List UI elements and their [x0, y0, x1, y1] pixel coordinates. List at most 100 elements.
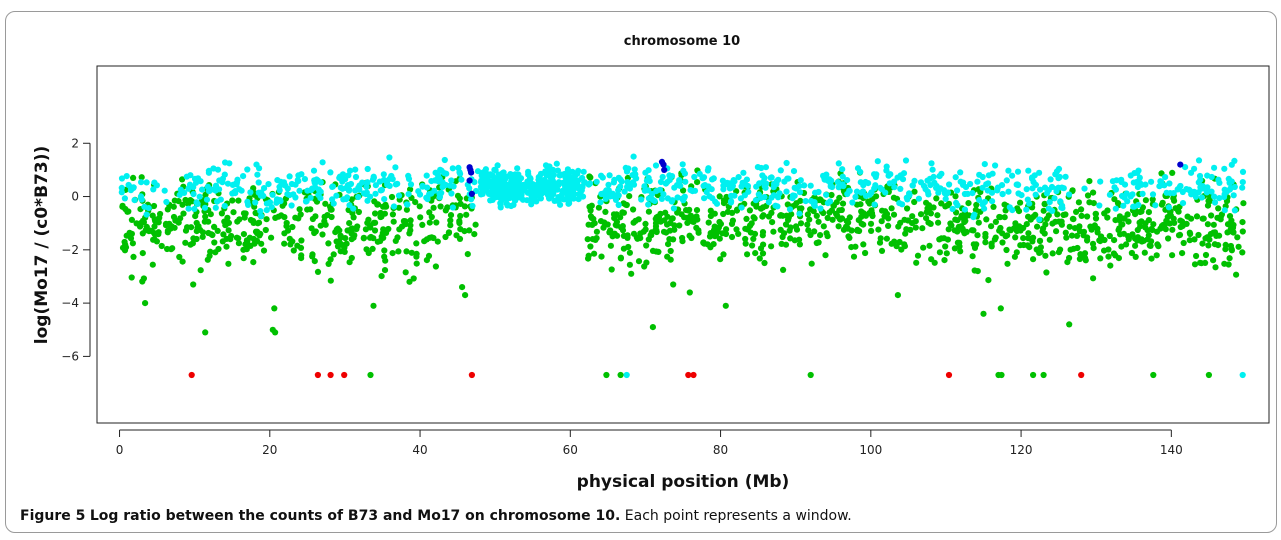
cyan-point [1139, 190, 1146, 197]
cyan-point [1096, 202, 1103, 209]
green-point [395, 248, 402, 255]
cyan-point [118, 175, 126, 182]
green-point [1144, 227, 1151, 234]
cyan-point [682, 178, 689, 185]
green-point [311, 258, 318, 265]
green-point [612, 231, 619, 238]
green-point [402, 269, 409, 276]
green-point [999, 239, 1006, 246]
cyan-point [163, 198, 170, 206]
green-point [970, 241, 977, 248]
green-point [1186, 237, 1193, 244]
cyan-point [866, 191, 873, 198]
cyan-point [917, 179, 925, 186]
cyan-point [263, 207, 270, 214]
green-point [890, 194, 898, 201]
green-point [833, 199, 840, 206]
green-point [858, 220, 865, 227]
cyan-point [489, 172, 496, 179]
cyan-point [127, 187, 134, 194]
green-point [426, 219, 433, 226]
x-tick-label: 80 [713, 443, 728, 457]
cyan-point [118, 184, 125, 191]
x-tick-label: 100 [859, 443, 882, 457]
green-point [1221, 260, 1228, 267]
green-point [720, 210, 727, 218]
green-point [308, 225, 315, 232]
green-point [1142, 197, 1149, 204]
green-point [121, 238, 128, 246]
cyan-point [386, 154, 393, 161]
cyan-point [1183, 186, 1190, 193]
cyan-point [1191, 165, 1198, 172]
green-point [1145, 232, 1152, 239]
cyan-point [808, 198, 815, 205]
cyan-point [1188, 191, 1195, 198]
green-point [843, 218, 850, 225]
cyan-point [482, 166, 489, 173]
green-point [228, 232, 235, 240]
cyan-point [658, 195, 666, 202]
green-point [381, 267, 389, 274]
cyan-point [981, 205, 988, 212]
green-point [1078, 212, 1085, 219]
green-point [1230, 229, 1237, 236]
cyan-point [783, 159, 790, 167]
cyan-point [1005, 167, 1012, 174]
cyan-point [1231, 207, 1238, 214]
cyan-point [894, 174, 901, 181]
cyan-point [615, 201, 622, 209]
cyan-point [266, 199, 274, 206]
green-point [130, 253, 137, 260]
green-point [1025, 230, 1032, 237]
green-point [240, 255, 247, 262]
cyan-point [1045, 205, 1052, 212]
green-point [370, 302, 377, 309]
cyan-point [652, 162, 660, 169]
green-point [700, 239, 707, 246]
cyan-point [1112, 186, 1119, 193]
green-point [1240, 200, 1247, 207]
green-point [281, 214, 288, 221]
green-point [896, 238, 903, 246]
green-point [1142, 220, 1149, 227]
green-point [1003, 246, 1010, 254]
green-point [975, 219, 982, 226]
cyan-point [428, 178, 435, 185]
green-point [882, 208, 889, 215]
cyan-point [967, 180, 974, 188]
green-point [171, 197, 178, 204]
green-point [307, 206, 314, 213]
cyan-point [352, 187, 359, 194]
green-point [319, 231, 326, 238]
cyan-point [1023, 206, 1030, 213]
cyan-point [877, 184, 884, 191]
green-point [212, 249, 219, 256]
cyan-point [288, 180, 295, 188]
green-point [322, 200, 329, 207]
green-point [591, 250, 598, 257]
green-point [260, 247, 268, 254]
green-point [463, 211, 470, 218]
cyan-point [493, 182, 500, 189]
cyan-point [617, 183, 624, 190]
green-point [607, 242, 615, 249]
cyan-point [528, 185, 535, 192]
cyan-point [372, 190, 379, 197]
cyan-point [1112, 205, 1119, 212]
cyan-point [756, 180, 763, 187]
green-point [587, 174, 594, 181]
cyan-point [560, 196, 567, 203]
cyan-point [1231, 183, 1238, 191]
cyan-point [631, 166, 638, 173]
green-point [140, 275, 147, 282]
cyan-point [709, 195, 716, 202]
green-point [197, 267, 204, 274]
cyan-point [929, 166, 936, 173]
green-point [723, 226, 730, 233]
green-point [355, 208, 362, 216]
cyan-point [536, 181, 543, 188]
green-point [1040, 371, 1047, 379]
green-point [988, 243, 995, 250]
cyan-point [1023, 186, 1030, 193]
